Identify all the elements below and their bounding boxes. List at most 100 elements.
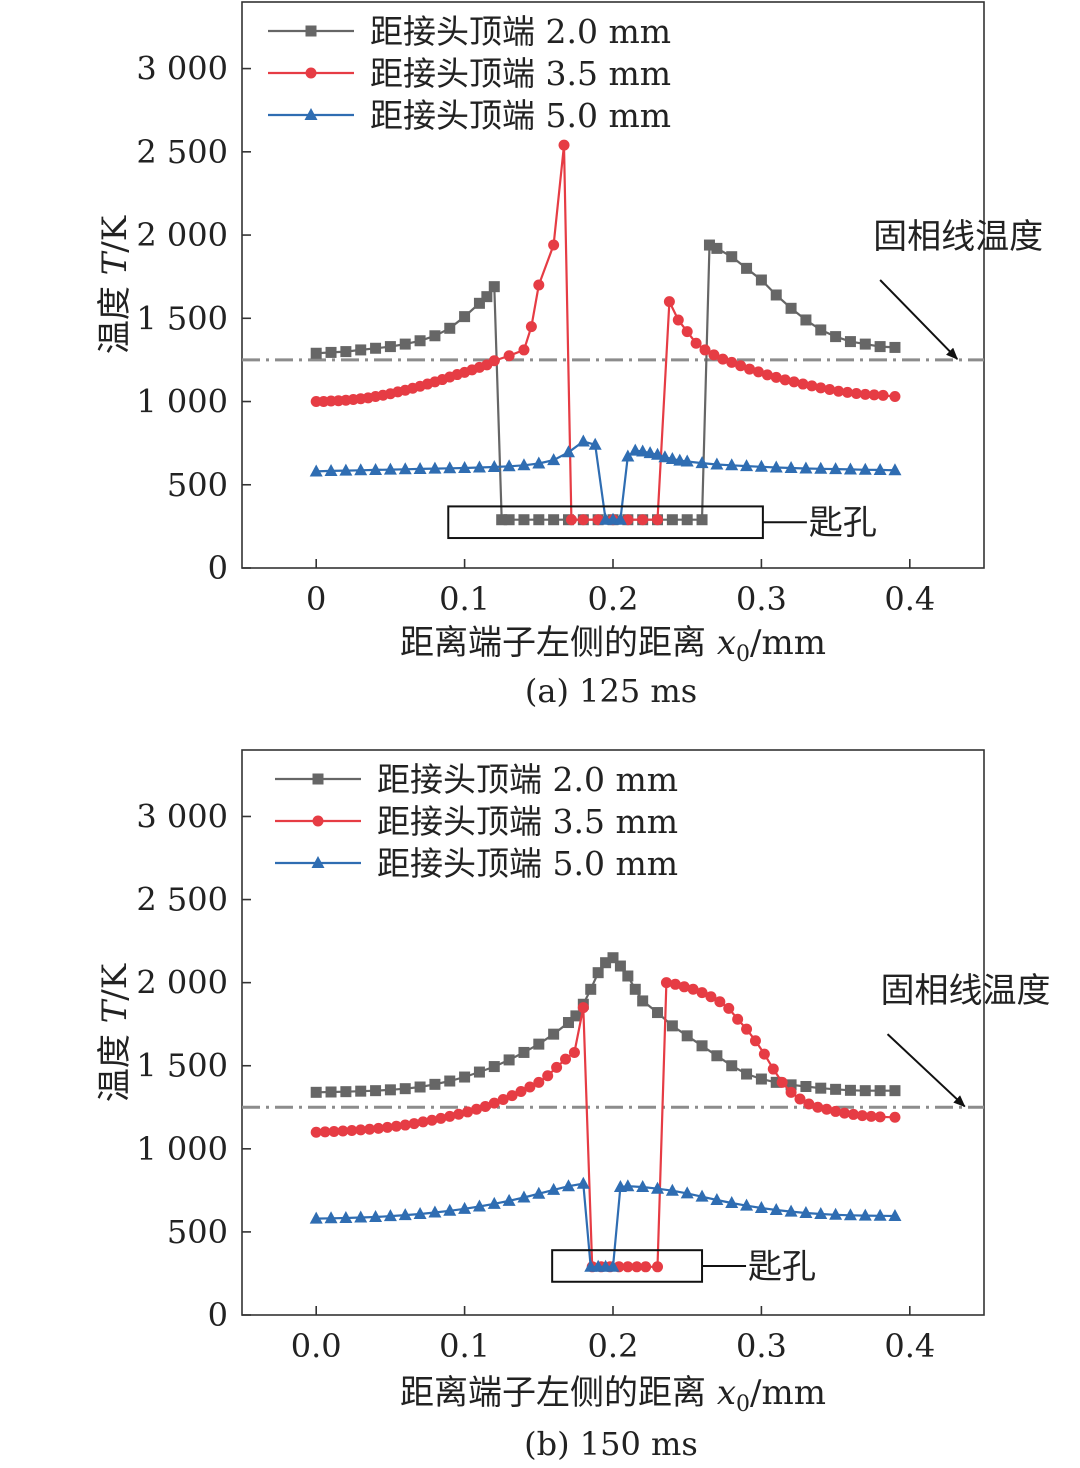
series-line — [316, 440, 896, 521]
data-point — [413, 461, 427, 474]
data-point — [502, 459, 516, 472]
data-point — [799, 1205, 813, 1218]
data-point — [829, 1207, 843, 1220]
data-point — [547, 1182, 561, 1195]
data-point — [800, 1081, 812, 1093]
data-point — [576, 1176, 590, 1189]
legend-marker — [312, 815, 324, 827]
y-tick-label: 500 — [167, 1213, 228, 1251]
data-point — [874, 341, 886, 353]
y-tick-label: 1 000 — [136, 1130, 228, 1168]
data-point — [779, 374, 791, 386]
data-point — [784, 1204, 798, 1217]
data-point — [761, 369, 773, 381]
data-point — [696, 987, 708, 999]
data-point — [588, 437, 602, 450]
data-point — [413, 1206, 427, 1219]
legend-label: 距接头顶端 2.0 mm — [377, 760, 678, 799]
data-point — [695, 456, 709, 469]
data-point — [770, 371, 782, 383]
data-point — [310, 1086, 322, 1098]
data-point — [503, 350, 515, 362]
data-point — [723, 1002, 735, 1014]
data-point — [592, 967, 604, 979]
data-point — [429, 330, 441, 342]
data-point — [600, 957, 612, 969]
data-point — [488, 1097, 500, 1109]
y-tick-label: 500 — [167, 466, 228, 504]
data-point — [518, 344, 530, 356]
data-point — [859, 388, 871, 400]
data-point — [383, 1209, 397, 1222]
y-tick-label: 1 500 — [136, 299, 228, 337]
data-point — [681, 514, 693, 526]
data-point — [340, 346, 352, 358]
data-point — [414, 1081, 426, 1093]
keyhole-label: 匙孔 — [748, 1247, 816, 1287]
y-tick-label: 0 — [208, 549, 228, 587]
data-point — [740, 459, 754, 472]
data-point — [337, 1125, 349, 1137]
data-point — [767, 1063, 779, 1075]
data-point — [726, 251, 738, 263]
data-point — [399, 1119, 411, 1131]
data-point — [776, 1076, 788, 1088]
data-point — [652, 1007, 664, 1019]
data-point — [680, 454, 694, 467]
data-point — [565, 514, 577, 526]
data-point — [800, 314, 812, 326]
data-point — [830, 331, 842, 343]
data-point — [710, 457, 724, 470]
x-tick-label: 0.3 — [736, 580, 787, 618]
data-point — [680, 1186, 694, 1199]
data-point — [663, 296, 675, 308]
x-tick-label: 0.1 — [439, 1327, 490, 1365]
data-point — [517, 458, 531, 471]
data-point — [503, 514, 515, 526]
data-point — [518, 514, 530, 526]
data-point — [769, 460, 783, 473]
y-tick-label: 1 000 — [136, 383, 228, 421]
data-point — [665, 1183, 679, 1196]
data-point — [453, 1108, 465, 1120]
x-tick-label: 0.2 — [588, 1327, 639, 1365]
data-point — [473, 297, 485, 309]
data-point — [711, 1050, 723, 1062]
data-point — [873, 1208, 887, 1221]
data-point — [373, 1122, 385, 1134]
data-point — [577, 514, 589, 526]
data-point — [732, 1013, 744, 1025]
x-tick-label: 0.4 — [884, 1327, 935, 1365]
data-point — [502, 1193, 516, 1206]
chart-caption: (b) 150 ms — [524, 1425, 698, 1463]
data-point — [488, 1061, 500, 1073]
data-point — [741, 1023, 753, 1035]
data-point — [346, 1125, 358, 1137]
data-point — [444, 1075, 456, 1087]
data-point — [408, 1118, 420, 1130]
data-point — [370, 1085, 382, 1097]
data-point — [858, 462, 872, 475]
y-tick-label: 2 000 — [136, 964, 228, 1002]
data-point — [558, 139, 570, 151]
data-point — [614, 960, 626, 972]
data-point — [636, 1180, 650, 1193]
x-axis-label: 距离端子左侧的距离 x0/mm — [400, 623, 826, 667]
data-point — [443, 461, 457, 474]
data-point — [652, 514, 664, 526]
data-point — [710, 1193, 724, 1206]
data-point — [384, 1084, 396, 1096]
data-point — [652, 1261, 664, 1273]
data-point — [548, 239, 560, 251]
data-point — [548, 1028, 560, 1040]
data-point — [770, 1076, 782, 1088]
data-point — [725, 1195, 739, 1208]
data-point — [428, 1205, 442, 1218]
data-point — [369, 462, 383, 475]
data-point — [577, 1002, 589, 1014]
data-point — [325, 346, 337, 358]
data-point — [606, 1259, 620, 1272]
data-point — [547, 453, 561, 466]
data-point — [399, 338, 411, 350]
x-tick-label: 0.0 — [291, 1327, 342, 1365]
